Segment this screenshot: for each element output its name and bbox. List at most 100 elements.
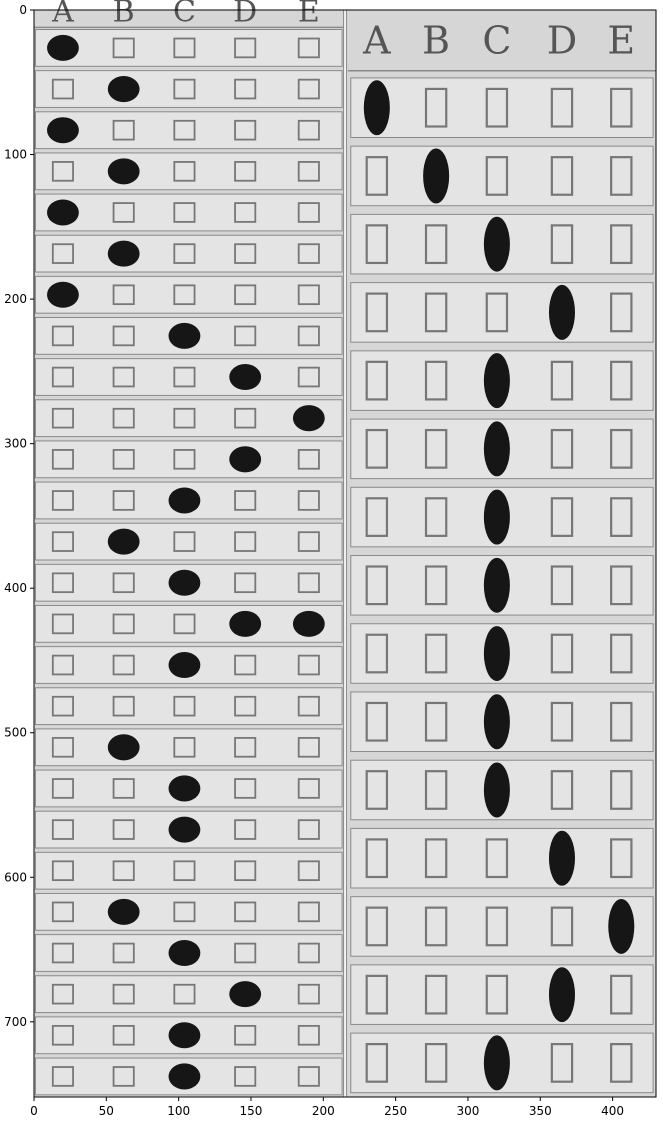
left-filled-bubble	[47, 281, 79, 308]
left-empty-box	[51, 737, 74, 758]
left-row	[34, 29, 343, 67]
left-empty-box	[234, 654, 257, 676]
x-tick-label: 100	[167, 1104, 190, 1118]
left-empty-box	[297, 901, 320, 923]
left-empty-box	[173, 407, 196, 429]
left-empty-box	[234, 243, 257, 264]
left-row	[34, 399, 343, 438]
left-empty-box	[234, 778, 257, 799]
left-filled-bubble	[168, 487, 201, 514]
left-filled-bubble	[47, 117, 79, 144]
right-letter-E: E	[607, 18, 635, 62]
right-row	[350, 282, 654, 343]
left-empty-box	[51, 449, 74, 470]
x-tick-label: 200	[312, 1104, 335, 1118]
left-empty-box	[234, 202, 257, 223]
right-empty-box	[610, 838, 633, 879]
right-empty-box	[610, 1042, 633, 1083]
right-empty-box	[424, 974, 448, 1015]
right-empty-box	[424, 770, 448, 810]
left-empty-box	[112, 1024, 135, 1046]
left-empty-box	[51, 860, 74, 882]
right-empty-box	[610, 770, 633, 810]
right-empty-box	[550, 360, 574, 401]
left-filled-bubble	[292, 610, 325, 637]
left-row	[34, 152, 343, 191]
right-empty-box	[550, 497, 574, 537]
right-empty-box	[365, 974, 389, 1015]
right-empty-box	[485, 974, 509, 1015]
left-empty-box	[112, 37, 135, 59]
left-empty-box	[173, 449, 196, 470]
left-empty-box	[297, 449, 320, 470]
right-filled-bubble	[483, 1035, 510, 1091]
left-empty-box	[297, 654, 320, 676]
axes-frame	[33, 9, 657, 1098]
left-empty-box	[112, 490, 135, 511]
right-empty-box	[550, 565, 574, 606]
right-empty-box	[485, 838, 509, 879]
left-empty-box	[297, 531, 320, 552]
right-letter-A: A	[362, 18, 391, 62]
left-empty-box	[234, 325, 257, 347]
right-empty-box	[365, 701, 389, 742]
left-filled-bubble	[229, 610, 262, 637]
right-empty-box	[365, 224, 389, 265]
right-filled-bubble	[483, 626, 510, 681]
left-empty-box	[173, 737, 196, 758]
left-empty-box	[112, 819, 135, 840]
left-empty-box	[51, 243, 74, 264]
left-empty-box	[112, 572, 135, 594]
right-row	[350, 145, 654, 207]
right-empty-box	[485, 906, 509, 947]
left-filled-bubble	[168, 652, 201, 679]
left-empty-box	[234, 901, 257, 923]
right-empty-box	[365, 428, 389, 469]
left-empty-box	[297, 119, 320, 141]
right-empty-box	[365, 838, 389, 879]
left-row	[34, 275, 343, 314]
right-empty-box	[365, 770, 389, 810]
x-tick-label: 250	[384, 1104, 407, 1118]
y-tick-label: 0	[19, 3, 27, 17]
right-empty-box	[550, 224, 574, 265]
left-empty-box	[51, 161, 74, 182]
right-row	[350, 896, 654, 957]
left-empty-box	[112, 942, 135, 964]
left-empty-box	[51, 695, 74, 717]
left-empty-box	[234, 1024, 257, 1046]
left-empty-box	[112, 119, 135, 141]
right-filled-bubble	[483, 489, 510, 545]
left-empty-box	[173, 366, 196, 388]
left-empty-box	[112, 407, 135, 429]
left-empty-box	[234, 695, 257, 717]
right-empty-box	[424, 360, 448, 401]
left-empty-box	[112, 1066, 135, 1087]
right-filled-bubble	[483, 557, 510, 613]
left-letter-D: D	[233, 0, 257, 30]
y-tick-label: 200	[4, 292, 27, 306]
left-empty-box	[51, 819, 74, 840]
left-empty-box	[51, 366, 74, 388]
right-empty-box	[610, 974, 633, 1015]
left-empty-box	[51, 325, 74, 347]
right-empty-box	[365, 497, 389, 537]
right-empty-box	[424, 87, 448, 128]
left-filled-bubble	[168, 939, 201, 967]
right-letter-D: D	[547, 18, 577, 62]
right-empty-box	[365, 360, 389, 401]
left-empty-box	[51, 1024, 74, 1046]
left-filled-bubble	[168, 816, 201, 843]
right-filled-bubble	[548, 967, 575, 1023]
right-empty-box	[424, 701, 448, 742]
right-filled-bubble	[483, 353, 510, 409]
left-row	[34, 687, 343, 726]
left-empty-box	[112, 284, 135, 306]
y-tick-label: 400	[4, 581, 27, 595]
right-empty-box	[610, 701, 633, 742]
x-tick-label: 150	[240, 1104, 263, 1118]
right-empty-box	[424, 838, 448, 879]
left-empty-box	[173, 202, 196, 223]
left-empty-box	[173, 901, 196, 923]
left-filled-bubble	[168, 775, 201, 802]
